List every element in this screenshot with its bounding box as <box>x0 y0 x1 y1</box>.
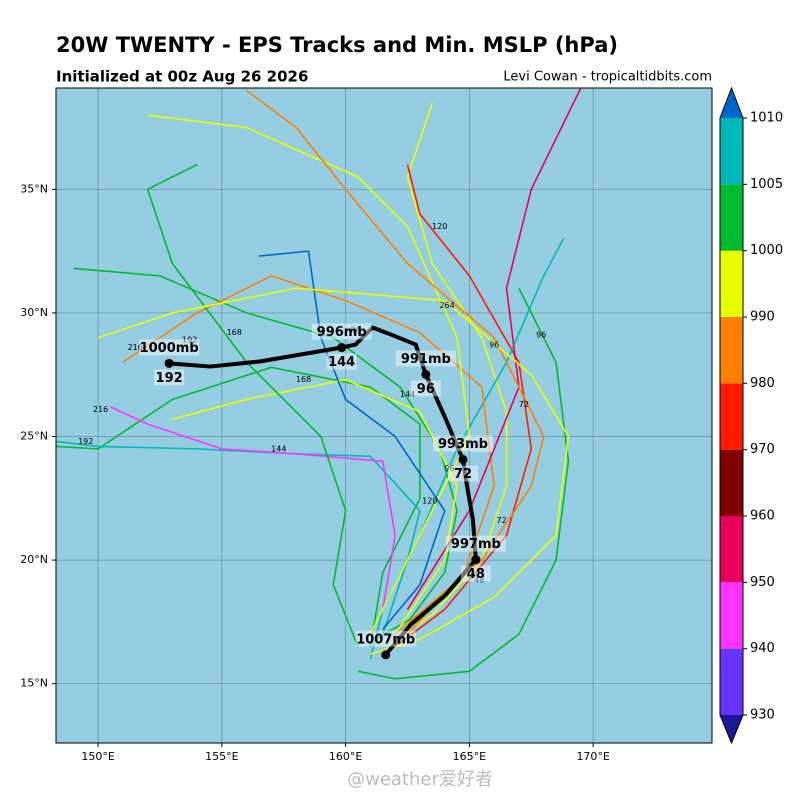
mean-point <box>458 454 468 464</box>
colorbar-tick-label: 1005 <box>750 177 783 192</box>
hour-label: 96 <box>350 326 360 335</box>
chart-title: 20W TWENTY - EPS Tracks and Min. MSLP (h… <box>56 33 618 57</box>
hour-label-mean: 144 <box>328 355 355 370</box>
colorbar-under <box>720 715 743 743</box>
member-track <box>56 440 421 635</box>
colorbar-segment <box>720 449 743 516</box>
y-tick-label: 30°N <box>20 306 48 319</box>
x-tick-label: 160°E <box>329 750 362 763</box>
pressure-label: 993mb <box>438 437 488 452</box>
hour-label: 192 <box>182 336 197 345</box>
frame <box>55 87 713 744</box>
mean-point <box>164 358 174 368</box>
colorbar-tick-label: 960 <box>750 509 775 524</box>
colorbar-segment <box>720 317 743 384</box>
colorbar-tick-label: 930 <box>750 708 775 723</box>
label-box <box>447 465 478 482</box>
watermark: @weather爱好者 <box>347 769 493 790</box>
mean-point <box>471 555 481 565</box>
hour-label: 72 <box>519 400 529 409</box>
member-track <box>246 89 545 635</box>
member-track <box>172 378 458 635</box>
y-tick-label: 35°N <box>20 182 48 195</box>
x-tick-label: 165°E <box>453 750 486 763</box>
colorbar-tick-label: 950 <box>750 575 775 590</box>
label-box <box>311 323 372 340</box>
hour-label: 120 <box>432 222 447 231</box>
pressure-label: 1000mb <box>140 341 199 356</box>
pressure-label: 1007mb <box>356 632 415 647</box>
hour-label: 96 <box>489 341 499 350</box>
member-track <box>357 287 570 680</box>
pressure-label: 991mb <box>401 352 451 367</box>
mean-point <box>421 369 431 379</box>
hour-label: 72 <box>496 516 506 525</box>
hour-label: 168 <box>227 328 242 337</box>
hour-label: 216 <box>128 343 143 352</box>
label-box <box>326 353 357 370</box>
member-track <box>110 406 396 610</box>
y-tick-label: 20°N <box>20 553 48 566</box>
pressure-label: 997mb <box>451 537 501 552</box>
hour-label-mean: 192 <box>156 371 183 386</box>
hour-label: 144 <box>271 444 286 453</box>
hour-label: 144 <box>400 390 415 399</box>
hour-label-mean: 72 <box>454 467 472 482</box>
member-track <box>97 287 570 655</box>
label-box <box>460 565 491 582</box>
member-track <box>73 267 458 640</box>
hour-label: 120 <box>422 496 437 505</box>
colorbar-segment <box>720 516 743 583</box>
chart-subtitle: Initialized at 00z Aug 26 2026 <box>56 68 308 86</box>
hour-label: 96 <box>445 464 455 473</box>
label-box <box>432 435 493 452</box>
label-box <box>445 535 506 552</box>
x-tick-label: 155°E <box>205 750 238 763</box>
member-track <box>147 114 471 635</box>
colorbar-segment <box>720 184 743 251</box>
colorbar-segment <box>720 648 743 715</box>
x-tick-label: 150°E <box>81 750 114 763</box>
label-box <box>355 630 416 647</box>
member-track <box>56 366 421 647</box>
colorbar-segment <box>720 582 743 649</box>
member-track <box>394 164 533 648</box>
y-tick-label: 15°N <box>20 677 48 690</box>
colorbar-tick-label: 1010 <box>750 111 783 126</box>
hour-label: 216 <box>93 405 108 414</box>
mean-point <box>337 343 347 353</box>
label-box <box>139 339 200 356</box>
credit: Levi Cowan - tropicaltidbits.com <box>503 70 712 85</box>
member-track <box>389 102 508 645</box>
hour-label-mean: 48 <box>467 567 485 582</box>
colorbar-tick-label: 1000 <box>750 243 783 258</box>
colorbar-tick-label: 970 <box>750 442 775 457</box>
hour-label: 168 <box>296 375 311 384</box>
colorbar-segment <box>720 383 743 450</box>
member-track <box>146 163 359 647</box>
colorbar-segment <box>720 250 743 317</box>
member-track <box>258 250 446 630</box>
member-track <box>406 88 582 610</box>
colorbar-over <box>720 88 743 118</box>
x-tick-label: 170°E <box>576 750 609 763</box>
hour-label: 192 <box>78 437 93 446</box>
mean-point <box>381 650 391 660</box>
y-tick-label: 25°N <box>20 430 48 443</box>
hour-label-mean: 96 <box>417 382 435 397</box>
colorbar-segment <box>720 118 743 185</box>
hour-label: 48 <box>474 575 484 584</box>
plot-area: 4872967212014496961681682161922649612014… <box>56 88 712 743</box>
colorbar-tick-label: 980 <box>750 376 775 391</box>
colorbar-tick-label: 940 <box>750 641 775 656</box>
label-box <box>410 380 441 397</box>
hour-label: 264 <box>439 301 454 310</box>
pressure-label: 996mb <box>317 325 367 340</box>
colorbar-tick-label: 990 <box>750 310 775 325</box>
hour-label: 96 <box>536 331 546 340</box>
label-box <box>395 350 456 367</box>
label-box <box>154 369 185 386</box>
